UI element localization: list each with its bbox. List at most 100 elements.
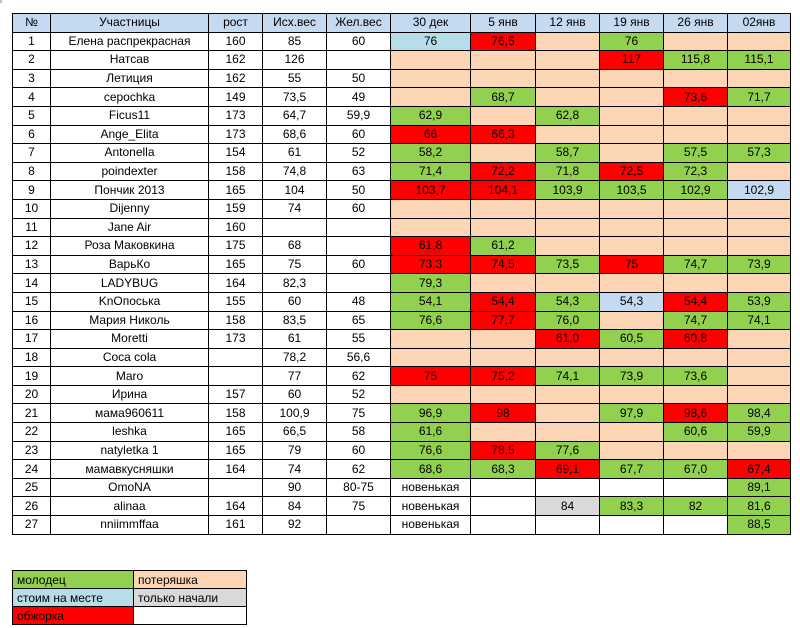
height-cell[interactable]: 158 <box>208 161 263 182</box>
goal-weight-cell[interactable]: 60 <box>326 124 391 145</box>
height-cell[interactable]: 164 <box>208 459 263 479</box>
weight-jan02-cell[interactable]: 81,6 <box>727 496 791 517</box>
weight-jan26-cell[interactable] <box>663 273 728 293</box>
height-cell[interactable]: 173 <box>208 105 263 126</box>
goal-weight-cell[interactable]: 52 <box>326 143 391 163</box>
weight-jan26-cell[interactable]: 115,8 <box>663 50 728 70</box>
participant-name[interactable]: Jane Air <box>50 217 209 238</box>
goal-weight-cell[interactable]: 55 <box>326 329 391 349</box>
start-weight-cell[interactable]: 74 <box>262 459 327 479</box>
goal-weight-cell[interactable]: 56,6 <box>326 347 391 368</box>
weight-jan19-cell[interactable]: 103,5 <box>599 180 664 200</box>
weight-jan12-cell[interactable]: 62,8 <box>535 105 600 126</box>
goal-weight-cell[interactable]: 65 <box>326 310 391 331</box>
weight-dec30-cell[interactable] <box>390 50 471 70</box>
weight-dec30-cell[interactable] <box>390 347 471 368</box>
weight-jan19-cell[interactable] <box>599 68 664 89</box>
participant-name[interactable]: KnОпоська <box>50 291 209 312</box>
weight-jan26-cell[interactable]: 72,3 <box>663 161 728 182</box>
goal-weight-cell[interactable]: 75 <box>326 403 391 424</box>
height-cell[interactable]: 164 <box>208 496 263 517</box>
weight-jan5-cell[interactable] <box>470 329 536 349</box>
weight-jan12-cell[interactable] <box>535 347 600 368</box>
start-weight-cell[interactable]: 68,6 <box>262 124 327 145</box>
weight-jan26-cell[interactable]: 54,4 <box>663 291 728 312</box>
col-header-jan26[interactable]: 26 янв <box>663 13 728 33</box>
row-number[interactable]: 17 <box>12 329 51 349</box>
participant-name[interactable]: Пончик 2013 <box>50 180 209 200</box>
weight-jan19-cell[interactable] <box>599 422 664 442</box>
weight-jan12-cell[interactable]: 77,6 <box>535 440 600 461</box>
row-number[interactable]: 1 <box>12 31 51 52</box>
height-cell[interactable]: 157 <box>208 384 263 405</box>
weight-jan5-cell[interactable] <box>470 217 536 238</box>
weight-jan5-cell[interactable]: 78,5 <box>470 440 536 461</box>
weight-jan19-cell[interactable] <box>599 477 664 498</box>
weight-jan19-cell[interactable] <box>599 273 664 293</box>
start-weight-cell[interactable]: 83,5 <box>262 310 327 331</box>
start-weight-cell[interactable]: 100,9 <box>262 403 327 424</box>
row-number[interactable]: 19 <box>12 366 51 386</box>
weight-jan5-cell[interactable]: 98 <box>470 403 536 424</box>
row-number[interactable]: 6 <box>12 124 51 145</box>
participant-name[interactable]: alinaa <box>50 496 209 517</box>
height-cell[interactable]: 155 <box>208 291 263 312</box>
weight-dec30-cell[interactable] <box>390 68 471 89</box>
weight-jan26-cell[interactable]: 60,6 <box>663 422 728 442</box>
start-weight-cell[interactable]: 64,7 <box>262 105 327 126</box>
weight-jan02-cell[interactable] <box>727 384 791 405</box>
height-cell[interactable] <box>208 477 263 498</box>
weight-jan19-cell[interactable] <box>599 217 664 238</box>
weight-dec30-cell[interactable]: новенькая <box>390 496 471 517</box>
weight-jan12-cell[interactable] <box>535 236 600 256</box>
participant-name[interactable]: мама960611 <box>50 403 209 424</box>
height-cell[interactable]: 154 <box>208 143 263 163</box>
weight-dec30-cell[interactable]: 75 <box>390 366 471 386</box>
start-weight-cell[interactable]: 92 <box>262 515 327 535</box>
col-header-height[interactable]: рост <box>208 13 263 33</box>
goal-weight-cell[interactable] <box>326 50 391 70</box>
weight-jan12-cell[interactable] <box>535 68 600 89</box>
weight-jan5-cell[interactable]: 77,7 <box>470 310 536 331</box>
start-weight-cell[interactable]: 60 <box>262 291 327 312</box>
weight-jan26-cell[interactable]: 57,5 <box>663 143 728 163</box>
goal-weight-cell[interactable]: 49 <box>326 87 391 107</box>
weight-jan5-cell[interactable]: 68,7 <box>470 87 536 107</box>
weight-jan26-cell[interactable] <box>663 236 728 256</box>
weight-jan19-cell[interactable]: 83,3 <box>599 496 664 517</box>
weight-dec30-cell[interactable] <box>390 198 471 219</box>
weight-jan02-cell[interactable] <box>727 31 791 52</box>
weight-jan02-cell[interactable]: 67,4 <box>727 459 791 479</box>
start-weight-cell[interactable]: 126 <box>262 50 327 70</box>
weight-jan5-cell[interactable] <box>470 273 536 293</box>
weight-jan26-cell[interactable] <box>663 124 728 145</box>
weight-jan19-cell[interactable] <box>599 143 664 163</box>
start-weight-cell[interactable]: 104 <box>262 180 327 200</box>
weight-jan12-cell[interactable] <box>535 384 600 405</box>
goal-weight-cell[interactable]: 52 <box>326 384 391 405</box>
weight-jan12-cell[interactable]: 74,1 <box>535 366 600 386</box>
weight-jan26-cell[interactable]: 67,0 <box>663 459 728 479</box>
weight-jan26-cell[interactable] <box>663 198 728 219</box>
row-number[interactable]: 27 <box>12 515 51 535</box>
weight-jan5-cell[interactable] <box>470 198 536 219</box>
weight-dec30-cell[interactable]: 71,4 <box>390 161 471 182</box>
weight-jan5-cell[interactable]: 76,5 <box>470 31 536 52</box>
weight-jan02-cell[interactable] <box>727 440 791 461</box>
col-header-dec30[interactable]: 30 дек <box>390 13 471 33</box>
weight-jan02-cell[interactable]: 98,4 <box>727 403 791 424</box>
weight-jan19-cell[interactable] <box>599 347 664 368</box>
participant-name[interactable]: Елена распрекрасная <box>50 31 209 52</box>
row-number[interactable]: 13 <box>12 254 51 275</box>
height-cell[interactable]: 173 <box>208 329 263 349</box>
weight-jan12-cell[interactable]: 73,5 <box>535 254 600 275</box>
weight-jan12-cell[interactable]: 58,7 <box>535 143 600 163</box>
weight-jan5-cell[interactable]: 104,1 <box>470 180 536 200</box>
height-cell[interactable]: 165 <box>208 180 263 200</box>
goal-weight-cell[interactable]: 48 <box>326 291 391 312</box>
weight-jan5-cell[interactable]: 54,4 <box>470 291 536 312</box>
col-header-jan12[interactable]: 12 янв <box>535 13 600 33</box>
height-cell[interactable]: 165 <box>208 440 263 461</box>
weight-jan19-cell[interactable]: 97,9 <box>599 403 664 424</box>
weight-jan5-cell[interactable]: 68,3 <box>470 459 536 479</box>
